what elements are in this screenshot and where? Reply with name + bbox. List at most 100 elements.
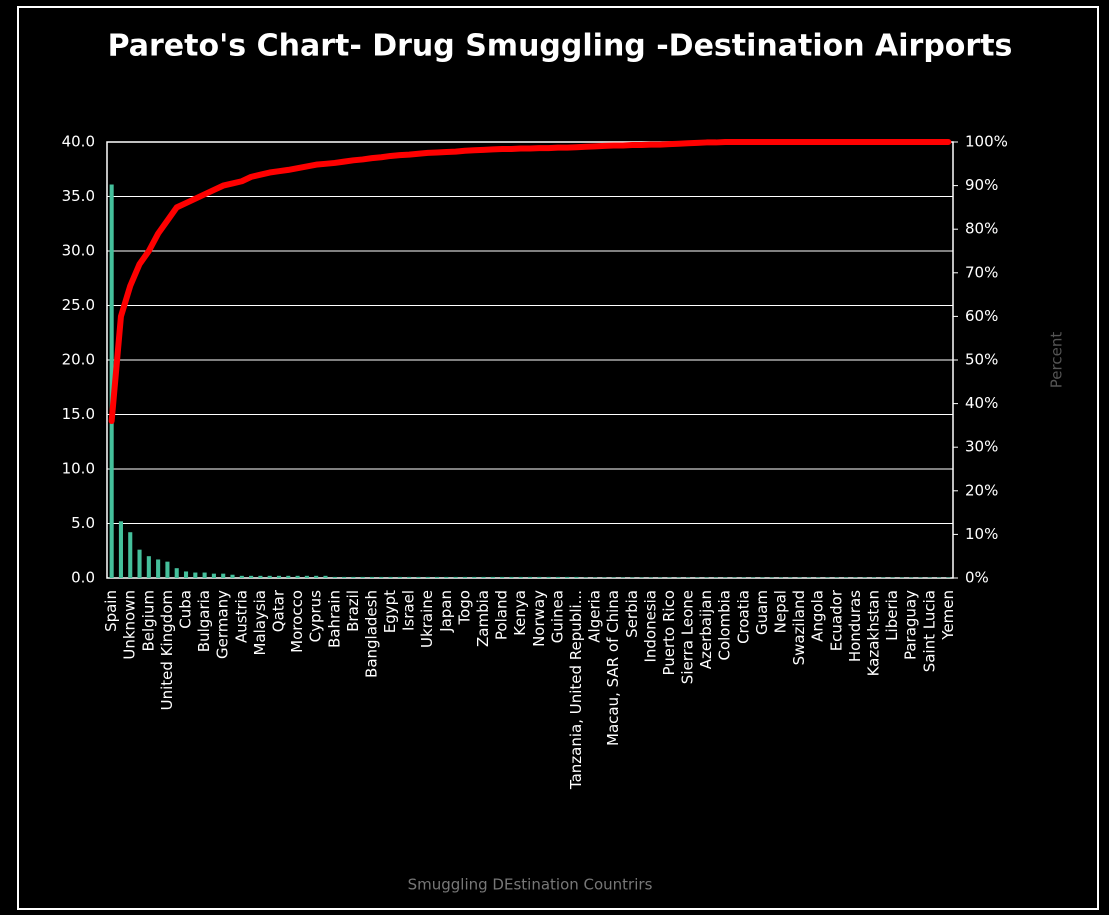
bar — [518, 576, 523, 578]
bar — [379, 576, 384, 578]
bar — [918, 577, 923, 578]
bar — [369, 576, 375, 578]
bar — [304, 575, 309, 578]
y-tick-label: 40.0 — [62, 133, 95, 151]
x-tick-label: Ukraine — [418, 590, 436, 648]
bar — [109, 184, 114, 578]
x-tick-label: Morocco — [288, 590, 306, 653]
x-tick-label: Cuba — [177, 590, 195, 629]
bar — [221, 573, 226, 578]
x-tick-label: Algeria — [586, 590, 604, 643]
bar — [211, 573, 216, 578]
y2-tick-label: 80% — [965, 220, 998, 238]
x-tick-label: Cyprus — [307, 590, 325, 643]
x-tick-label: Puerto Rico — [660, 590, 678, 676]
bar — [648, 577, 653, 578]
bar — [342, 576, 347, 578]
bar — [658, 577, 663, 578]
y2-tick-label: 0% — [965, 569, 989, 587]
y2-tick-label: 90% — [965, 176, 998, 194]
bar — [276, 575, 282, 578]
x-tick-label: Togo — [455, 590, 473, 626]
bar — [156, 559, 161, 578]
bar — [704, 577, 709, 578]
bar — [193, 572, 198, 578]
x-tick-label: Qatar — [269, 589, 287, 632]
bar — [323, 575, 328, 578]
y-tick-label: 15.0 — [62, 405, 95, 423]
x-tick-label: Angola — [809, 590, 827, 642]
bar — [183, 571, 189, 578]
y2-tick-label: 70% — [965, 263, 998, 281]
x-tick-label: Azerbaijan — [697, 590, 715, 669]
y-tick-label: 10.0 — [62, 460, 95, 478]
bar — [500, 576, 505, 578]
y-tick-label: 35.0 — [62, 187, 95, 205]
x-tick-label: Liberia — [883, 590, 901, 641]
bar — [695, 577, 700, 578]
cumulative-line — [108, 139, 952, 425]
bar — [732, 577, 737, 578]
bar — [444, 576, 449, 578]
x-tick-label: Bahrain — [325, 590, 343, 648]
x-tick-label: Israel — [400, 590, 418, 631]
bar — [546, 576, 551, 578]
bar — [760, 577, 765, 578]
bar — [295, 575, 300, 578]
x-tick-label: Unknown — [121, 590, 139, 660]
bar — [425, 576, 430, 578]
x-tick-label: Kazakhstan — [864, 590, 882, 676]
bar — [881, 577, 886, 578]
y2-tick-label: 100% — [965, 133, 1008, 151]
y2-tick-label: 60% — [965, 307, 998, 325]
y-tick-label: 30.0 — [62, 242, 95, 260]
bar — [407, 576, 412, 578]
bar — [825, 577, 830, 578]
bar — [527, 576, 533, 578]
bar — [853, 577, 858, 578]
bar — [844, 577, 849, 578]
x-tick-label: Paraguay — [902, 590, 920, 660]
y2-axis-title: Percent — [1048, 332, 1066, 389]
bar — [165, 561, 170, 578]
bar — [537, 576, 542, 578]
bar — [723, 577, 728, 578]
bar — [685, 577, 691, 578]
x-tick-label: Poland — [493, 590, 511, 640]
bar — [797, 577, 802, 578]
x-tick-label: Brazil — [344, 590, 362, 632]
bar — [258, 575, 263, 578]
frame — [17, 6, 1099, 910]
bar — [249, 575, 254, 578]
bar — [202, 572, 207, 578]
bar — [630, 577, 635, 578]
bar — [927, 577, 932, 578]
x-tick-label: Norway — [530, 590, 548, 647]
bar — [611, 577, 616, 578]
bar — [713, 577, 718, 578]
x-tick-label: Swaziland — [790, 590, 808, 665]
bar — [788, 577, 793, 578]
bar — [332, 576, 337, 578]
bar — [490, 576, 495, 578]
bar — [778, 577, 784, 578]
bar — [118, 521, 123, 578]
x-tick-label: Guinea — [548, 590, 566, 643]
bar — [574, 576, 579, 578]
x-tick-label: Saint Lucia — [920, 590, 938, 672]
bar — [583, 577, 588, 578]
y-tick-label: 20.0 — [62, 351, 95, 369]
y2-tick-label: 30% — [965, 438, 998, 456]
x-tick-label: Germany — [214, 590, 232, 659]
x-tick-label: Austria — [232, 590, 250, 643]
bar — [286, 575, 291, 578]
y-tick-label: 5.0 — [71, 514, 95, 532]
y2-tick-label: 50% — [965, 351, 998, 369]
y2-tick-label: 10% — [965, 525, 998, 543]
bar — [676, 577, 681, 578]
bar — [602, 577, 607, 578]
x-tick-label: Yemen — [939, 590, 957, 641]
bar — [453, 576, 458, 578]
bar — [481, 576, 486, 578]
